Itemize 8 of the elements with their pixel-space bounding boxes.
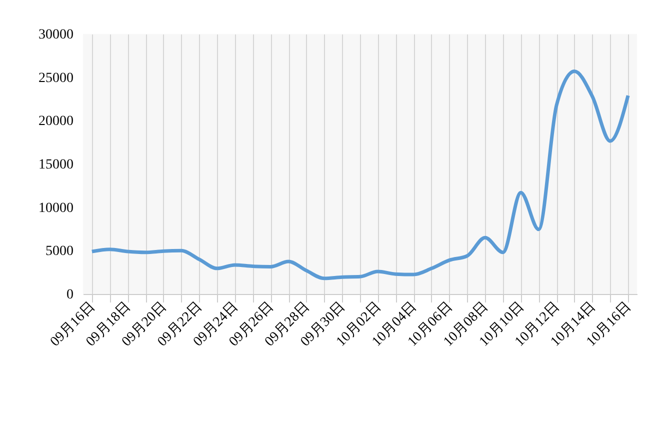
y-tick-label: 30000 — [38, 28, 74, 42]
y-tick-label: 15000 — [38, 158, 74, 172]
y-tick-label: 0 — [66, 288, 74, 302]
y-tick-label: 20000 — [38, 114, 74, 130]
y-tick-label: 5000 — [46, 244, 74, 260]
line-series — [90, 70, 630, 280]
y-tick-label: 25000 — [38, 70, 74, 86]
y-tick-label: 10000 — [38, 200, 74, 216]
